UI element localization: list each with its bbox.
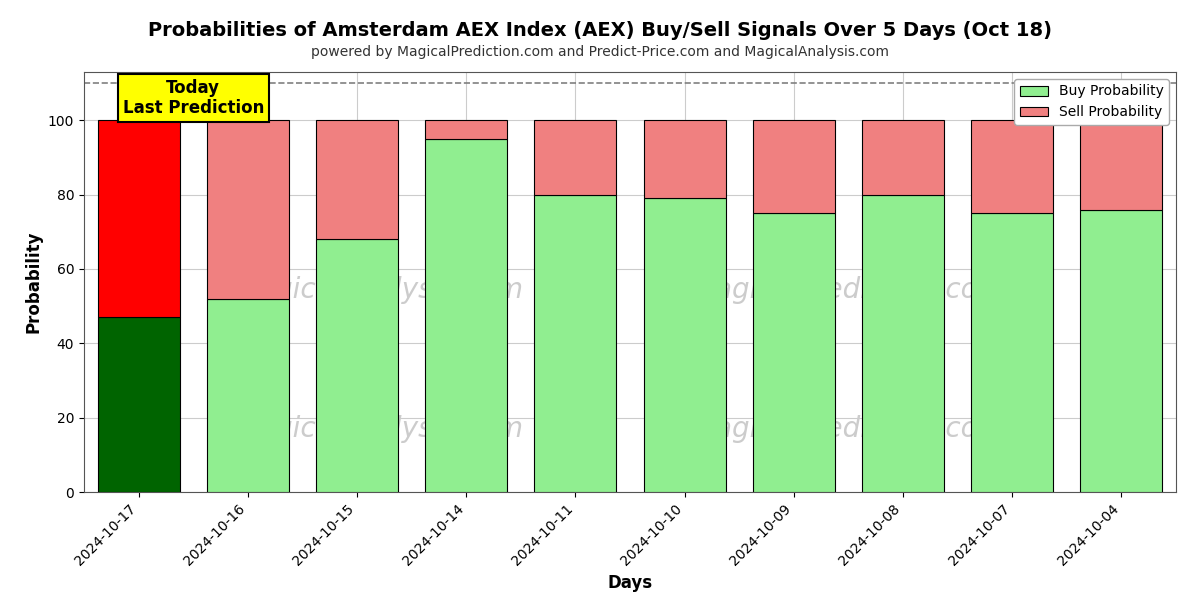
- Bar: [971, 213, 1054, 492]
- Bar: [206, 299, 289, 492]
- Bar: [425, 139, 508, 492]
- Bar: [534, 121, 617, 194]
- X-axis label: Days: Days: [607, 574, 653, 592]
- Bar: [643, 199, 726, 492]
- Y-axis label: Probability: Probability: [24, 231, 42, 333]
- Bar: [1080, 121, 1163, 209]
- Bar: [643, 121, 726, 199]
- Text: MagicalPrediction.com: MagicalPrediction.com: [691, 415, 1006, 443]
- Bar: [97, 317, 180, 492]
- Bar: [752, 213, 835, 492]
- Text: powered by MagicalPrediction.com and Predict-Price.com and MagicalAnalysis.com: powered by MagicalPrediction.com and Pre…: [311, 45, 889, 59]
- Bar: [425, 121, 508, 139]
- Text: MagicalAnalysis.com: MagicalAnalysis.com: [234, 415, 523, 443]
- Bar: [862, 121, 944, 194]
- Bar: [971, 121, 1054, 213]
- Text: MagicalAnalysis.com: MagicalAnalysis.com: [234, 277, 523, 304]
- Text: Probabilities of Amsterdam AEX Index (AEX) Buy/Sell Signals Over 5 Days (Oct 18): Probabilities of Amsterdam AEX Index (AE…: [148, 21, 1052, 40]
- Legend: Buy Probability, Sell Probability: Buy Probability, Sell Probability: [1014, 79, 1169, 125]
- Bar: [316, 239, 398, 492]
- Bar: [206, 121, 289, 299]
- Bar: [316, 121, 398, 239]
- Bar: [97, 121, 180, 317]
- Text: Today
Last Prediction: Today Last Prediction: [122, 79, 264, 118]
- Text: MagicalPrediction.com: MagicalPrediction.com: [691, 277, 1006, 304]
- Bar: [862, 194, 944, 492]
- Bar: [752, 121, 835, 213]
- Bar: [534, 194, 617, 492]
- Bar: [1080, 209, 1163, 492]
